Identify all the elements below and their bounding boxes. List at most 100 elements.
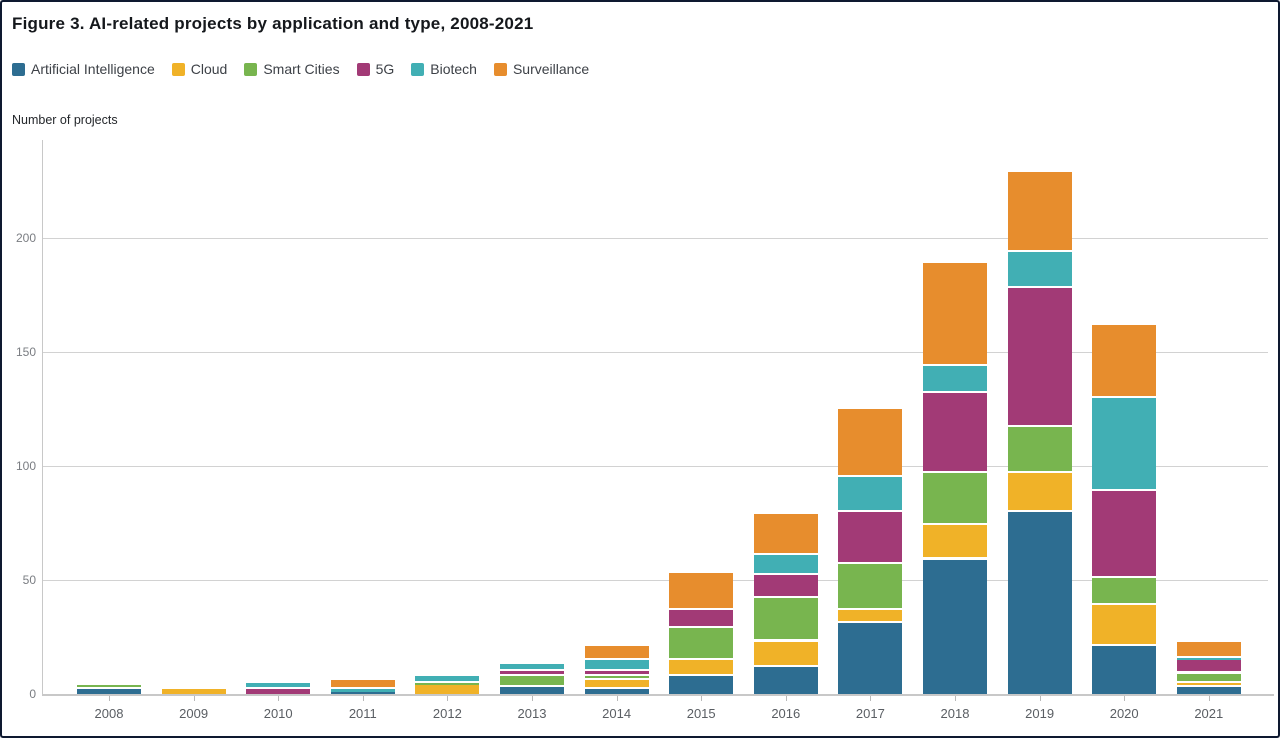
legend-label: 5G — [375, 61, 395, 77]
x-axis-label: 2015 — [686, 706, 716, 721]
bar-segment-cloud-2014 — [584, 680, 649, 690]
legend-item-artificial-intelligence: Artificial Intelligence — [12, 61, 155, 77]
y-tick-label: 50 — [22, 573, 36, 587]
bar-segment-cloud-2012 — [415, 684, 480, 694]
bar-segment-artificial-intelligence-2017 — [838, 623, 903, 694]
bar-segment-cloud-2017 — [838, 609, 903, 624]
bar-segment-5g-2016 — [753, 575, 818, 599]
bar-segment-cloud-2016 — [753, 641, 818, 667]
bar-segment-biotech-2014 — [584, 659, 649, 672]
bar-segment-cloud-2018 — [923, 525, 987, 560]
x-axis-label: 2018 — [940, 706, 970, 721]
bar-segment-biotech-2013 — [500, 664, 564, 672]
bar-segment-cloud-2020 — [1092, 605, 1157, 647]
legend-label: Cloud — [190, 61, 228, 77]
legend-item-biotech: Biotech — [411, 61, 477, 77]
bar-segment-smart-cities-2012 — [415, 682, 480, 685]
x-axis-label: 2020 — [1109, 706, 1139, 721]
bar-segment-5g-2018 — [923, 393, 987, 473]
bar-segment-5g-2015 — [669, 609, 734, 628]
bar-segment-smart-cities-2014 — [584, 675, 649, 681]
legend-label: Smart Cities — [263, 61, 340, 77]
y-axis-line — [42, 140, 43, 694]
x-tick — [870, 696, 872, 701]
legend-swatch-icon — [244, 62, 258, 76]
bar-segment-cloud-2021 — [1176, 682, 1241, 688]
y-tick-label: 200 — [15, 231, 36, 245]
bar-segment-surveillance-2016 — [753, 513, 818, 555]
legend-item-5g: 5G — [356, 61, 395, 77]
gridline — [42, 580, 1268, 581]
bar-segment-5g-2021 — [1176, 659, 1241, 674]
bar-segment-biotech-2017 — [838, 477, 903, 512]
bar-segment-cloud-2015 — [669, 659, 734, 676]
bar-segment-smart-cities-2021 — [1176, 673, 1241, 683]
legend-label: Biotech — [430, 61, 477, 77]
bar-segment-artificial-intelligence-2021 — [1176, 687, 1241, 694]
x-axis-label: 2014 — [602, 706, 632, 721]
x-tick — [532, 696, 533, 701]
x-axis-label: 2013 — [517, 706, 547, 721]
bar-segment-artificial-intelligence-2015 — [669, 675, 734, 694]
y-tick-label: 150 — [15, 345, 36, 359]
bar-segment-biotech-2020 — [1092, 397, 1157, 492]
bar-segment-artificial-intelligence-2016 — [753, 666, 818, 694]
x-tick — [447, 696, 449, 701]
bar-segment-5g-2017 — [838, 511, 903, 564]
figure-title: Figure 3. AI-related projects by applica… — [12, 14, 534, 33]
bar-segment-surveillance-2020 — [1092, 324, 1157, 398]
bar-segment-cloud-2019 — [1007, 472, 1072, 512]
bar-segment-smart-cities-2018 — [923, 472, 987, 526]
gridline — [42, 466, 1268, 467]
bar-segment-surveillance-2017 — [838, 409, 903, 478]
bar-segment-smart-cities-2008 — [77, 684, 141, 690]
legend-label: Surveillance — [512, 61, 590, 77]
legend-label: Artificial Intelligence — [31, 61, 155, 77]
bar-segment-biotech-2016 — [753, 554, 818, 576]
x-axis-label: 2011 — [348, 706, 377, 721]
legend-swatch-icon — [12, 62, 25, 76]
x-tick — [785, 696, 787, 701]
gridline — [42, 238, 1268, 239]
bar-segment-surveillance-2018 — [923, 263, 987, 366]
x-tick — [955, 696, 956, 701]
legend-swatch-icon — [171, 62, 185, 76]
x-axis-label: 2019 — [1025, 706, 1055, 721]
legend-swatch-icon — [356, 62, 370, 76]
bar-segment-5g-2019 — [1007, 288, 1072, 428]
bar-segment-smart-cities-2013 — [500, 675, 564, 688]
x-tick — [1124, 696, 1126, 701]
y-tick-label: 0 — [29, 687, 36, 701]
bar-segment-5g-2014 — [584, 671, 649, 676]
bar-segment-biotech-2012 — [415, 675, 480, 683]
x-tick — [193, 696, 195, 701]
bar-segment-5g-2013 — [500, 671, 564, 676]
bar-segment-cloud-2009 — [161, 689, 226, 694]
bar-segment-smart-cities-2016 — [753, 598, 818, 642]
bar-segment-smart-cities-2017 — [838, 564, 903, 610]
bar-segment-artificial-intelligence-2014 — [584, 689, 649, 694]
legend-item-smart-cities: Smart Cities — [244, 61, 340, 77]
bar-segment-smart-cities-2015 — [669, 627, 734, 660]
x-axis-label: 2016 — [771, 706, 801, 721]
x-tick — [278, 696, 280, 701]
bar-segment-artificial-intelligence-2018 — [923, 559, 987, 694]
bar-segment-artificial-intelligence-2013 — [500, 687, 564, 694]
x-tick — [1039, 696, 1041, 701]
y-axis-title: Number of projects — [12, 113, 118, 127]
x-axis-line — [42, 694, 1274, 696]
bar-segment-biotech-2019 — [1007, 251, 1072, 289]
bar-segment-smart-cities-2019 — [1007, 427, 1072, 473]
bar-segment-surveillance-2014 — [584, 646, 649, 660]
gridline — [42, 352, 1268, 353]
bar-segment-artificial-intelligence-2011 — [330, 691, 395, 694]
bar-segment-smart-cities-2020 — [1092, 577, 1157, 606]
bar-segment-biotech-2011 — [330, 689, 395, 692]
bar-segment-artificial-intelligence-2020 — [1092, 646, 1157, 694]
x-axis-label: 2012 — [432, 706, 462, 721]
x-axis-label: 2008 — [94, 706, 124, 721]
bar-segment-biotech-2018 — [923, 365, 987, 394]
bar-segment-surveillance-2019 — [1007, 171, 1072, 252]
